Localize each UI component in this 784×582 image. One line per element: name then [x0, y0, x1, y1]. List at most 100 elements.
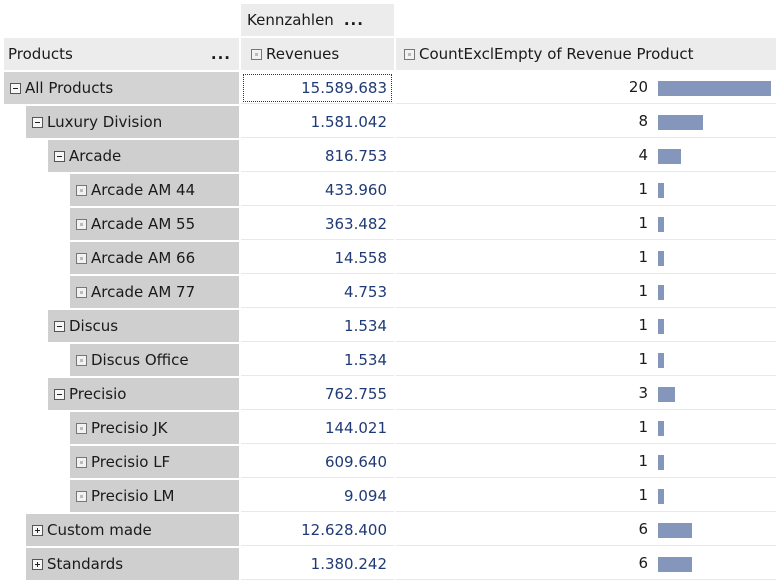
collapse-icon[interactable] [251, 48, 262, 60]
row-header[interactable]: Standards [26, 548, 239, 580]
count-value: 1 [638, 316, 648, 334]
expand-icon[interactable] [32, 558, 43, 570]
revenue-value: 144.021 [324, 418, 387, 437]
count-value: 3 [638, 384, 648, 402]
collapse-icon[interactable] [404, 48, 415, 60]
row-header[interactable]: Arcade AM 55 [70, 208, 239, 240]
revenue-cell[interactable]: 1.534 [241, 310, 394, 342]
revenue-value: 609.640 [324, 452, 387, 471]
count-value: 1 [638, 452, 648, 470]
row-header[interactable]: Arcade AM 66 [70, 242, 239, 274]
column-header-label: CountExclEmpty of Revenue Product [419, 45, 694, 63]
member-icon[interactable] [76, 286, 87, 298]
count-value: 8 [638, 112, 648, 130]
row-header[interactable]: All Products [4, 72, 239, 104]
row-header[interactable]: Arcade [48, 140, 239, 172]
count-cell[interactable]: 1 [396, 480, 776, 512]
row-header[interactable]: Precisio JK [70, 412, 239, 444]
count-value: 20 [628, 78, 648, 96]
count-bar [658, 149, 681, 164]
count-cell[interactable]: 1 [396, 242, 776, 274]
count-cell[interactable]: 1 [396, 208, 776, 240]
count-cell[interactable]: 3 [396, 378, 776, 410]
collapse-icon[interactable] [54, 320, 65, 332]
member-icon[interactable] [76, 252, 87, 264]
count-bar [658, 285, 664, 300]
member-icon[interactable] [76, 422, 87, 434]
revenue-cell[interactable]: 1.581.042 [241, 106, 394, 138]
revenue-cell[interactable]: 433.960 [241, 174, 394, 206]
rows-menu-dots[interactable]: ... [210, 45, 231, 63]
count-bar [658, 387, 675, 402]
count-cell[interactable]: 1 [396, 310, 776, 342]
revenue-cell[interactable]: 762.755 [241, 378, 394, 410]
revenue-value: 1.380.242 [310, 554, 387, 573]
revenue-cell[interactable]: 1.534 [241, 344, 394, 376]
revenue-cell[interactable]: 816.753 [241, 140, 394, 172]
revenue-cell[interactable]: 9.094 [241, 480, 394, 512]
row-header[interactable]: Discus [48, 310, 239, 342]
revenue-cell[interactable]: 12.628.400 [241, 514, 394, 546]
row-header[interactable]: Precisio [48, 378, 239, 410]
revenue-cell[interactable]: 14.558 [241, 242, 394, 274]
row-label: Arcade AM 66 [91, 249, 196, 267]
count-cell[interactable]: 1 [396, 412, 776, 444]
row-header[interactable]: Precisio LF [70, 446, 239, 478]
row-header[interactable]: Precisio LM [70, 480, 239, 512]
count-bar [658, 319, 664, 334]
column-header-count[interactable]: CountExclEmpty of Revenue Product [396, 38, 776, 70]
row-label: Standards [47, 555, 124, 573]
count-cell[interactable]: 6 [396, 548, 776, 580]
row-label: Precisio JK [91, 419, 168, 437]
revenue-value: 14.558 [334, 248, 388, 267]
expand-icon[interactable] [32, 524, 43, 536]
row-header[interactable]: Discus Office [70, 344, 239, 376]
count-bar [658, 353, 664, 368]
member-icon[interactable] [76, 184, 87, 196]
count-cell[interactable]: 1 [396, 446, 776, 478]
revenue-cell[interactable]: 15.589.683 [241, 72, 394, 104]
row-label: Discus Office [91, 351, 189, 369]
member-icon[interactable] [76, 354, 87, 366]
count-cell[interactable]: 6 [396, 514, 776, 546]
revenue-value: 9.094 [344, 486, 387, 505]
count-cell[interactable]: 1 [396, 344, 776, 376]
revenue-cell[interactable]: 609.640 [241, 446, 394, 478]
count-bar [658, 217, 664, 232]
measures-dimension-header[interactable]: Kennzahlen ... [241, 4, 394, 36]
row-label: All Products [25, 79, 114, 97]
revenue-cell[interactable]: 4.753 [241, 276, 394, 308]
measures-dimension-label: Kennzahlen [247, 11, 334, 29]
count-cell[interactable]: 4 [396, 140, 776, 172]
collapse-icon[interactable] [32, 116, 43, 128]
row-header[interactable]: Custom made [26, 514, 239, 546]
row-header[interactable]: Arcade AM 77 [70, 276, 239, 308]
count-value: 4 [638, 146, 648, 164]
row-header[interactable]: Luxury Division [26, 106, 239, 138]
measures-menu-dots[interactable]: ... [343, 11, 364, 29]
revenue-cell[interactable]: 1.380.242 [241, 548, 394, 580]
count-cell[interactable]: 1 [396, 276, 776, 308]
row-label: Precisio LM [91, 487, 175, 505]
count-value: 1 [638, 486, 648, 504]
count-cell[interactable]: 8 [396, 106, 776, 138]
member-icon[interactable] [76, 456, 87, 468]
revenue-cell[interactable]: 144.021 [241, 412, 394, 444]
collapse-icon[interactable] [10, 82, 21, 94]
count-bar [658, 455, 664, 470]
rows-dimension-header[interactable]: Products ... [4, 38, 239, 70]
collapse-icon[interactable] [54, 388, 65, 400]
column-header-revenues[interactable]: Revenues [241, 38, 394, 70]
count-cell[interactable]: 1 [396, 174, 776, 206]
row-header[interactable]: Arcade AM 44 [70, 174, 239, 206]
revenue-value: 1.534 [344, 350, 387, 369]
member-icon[interactable] [76, 490, 87, 502]
count-value: 6 [638, 520, 648, 538]
member-icon[interactable] [76, 218, 87, 230]
revenue-value: 1.581.042 [310, 112, 387, 131]
collapse-icon[interactable] [54, 150, 65, 162]
count-bar [658, 115, 703, 130]
count-cell[interactable]: 20 [396, 72, 776, 104]
revenue-cell[interactable]: 363.482 [241, 208, 394, 240]
count-bar [658, 523, 692, 538]
